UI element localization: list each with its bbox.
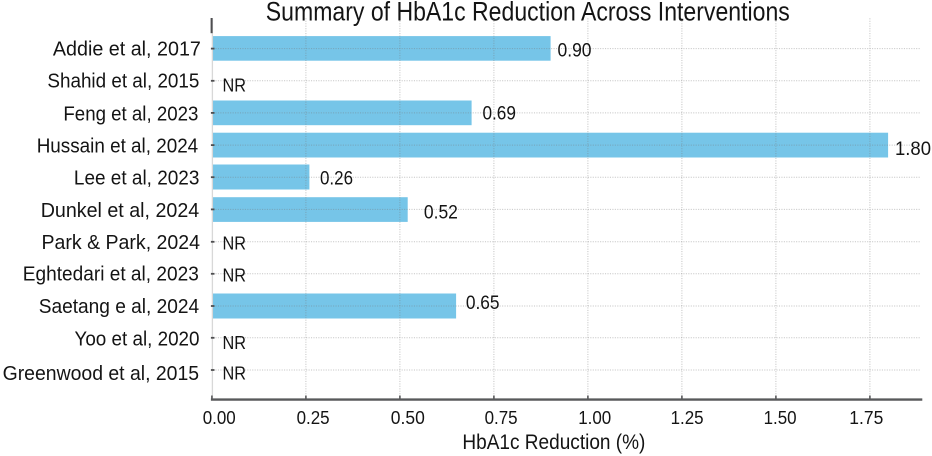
svg-text:1.75: 1.75 — [849, 407, 883, 428]
svg-text:Addie et al, 2017: Addie et al, 2017 — [53, 39, 201, 61]
svg-text:0.26: 0.26 — [320, 168, 353, 190]
svg-text:0.52: 0.52 — [424, 201, 458, 223]
svg-text:0.50: 0.50 — [391, 407, 425, 428]
svg-text:NR: NR — [223, 233, 247, 253]
svg-text:NR: NR — [223, 363, 247, 383]
svg-text:0.00: 0.00 — [203, 407, 236, 428]
svg-text:NR: NR — [223, 333, 247, 353]
svg-text:1.80: 1.80 — [895, 138, 931, 160]
svg-text:Feng et al, 2023: Feng et al, 2023 — [63, 104, 198, 126]
svg-text:0.90: 0.90 — [558, 39, 592, 61]
svg-text:0.75: 0.75 — [485, 407, 518, 428]
svg-text:Dunkel et al, 2024: Dunkel et al, 2024 — [41, 200, 200, 222]
svg-text:1.00: 1.00 — [578, 407, 611, 428]
svg-text:Summary of HbA1c Reduction Acr: Summary of HbA1c Reduction Across Interv… — [266, 0, 790, 26]
svg-text:NR: NR — [223, 75, 247, 95]
svg-text:Yoo et al, 2020: Yoo et al, 2020 — [75, 329, 200, 351]
svg-text:Saetang e al, 2024: Saetang e al, 2024 — [39, 296, 200, 318]
svg-text:0.65: 0.65 — [466, 292, 500, 314]
svg-text:HbA1c Reduction (%): HbA1c Reduction (%) — [462, 431, 645, 454]
svg-text:Greenwood et al, 2015: Greenwood et al, 2015 — [3, 363, 200, 385]
svg-text:NR: NR — [223, 265, 247, 285]
svg-text:0.25: 0.25 — [297, 407, 330, 428]
svg-text:Hussain et al, 2024: Hussain et al, 2024 — [37, 136, 199, 158]
svg-text:0.69: 0.69 — [482, 103, 516, 125]
svg-text:1.50: 1.50 — [764, 407, 797, 428]
svg-text:1.25: 1.25 — [671, 407, 704, 428]
svg-text:Eghtedari et al, 2023: Eghtedari et al, 2023 — [23, 263, 199, 285]
svg-text:Shahid et al, 2015: Shahid et al, 2015 — [47, 71, 199, 93]
svg-text:Park & Park, 2024: Park & Park, 2024 — [42, 232, 201, 254]
svg-text:Lee et al, 2023: Lee et al, 2023 — [74, 167, 200, 189]
